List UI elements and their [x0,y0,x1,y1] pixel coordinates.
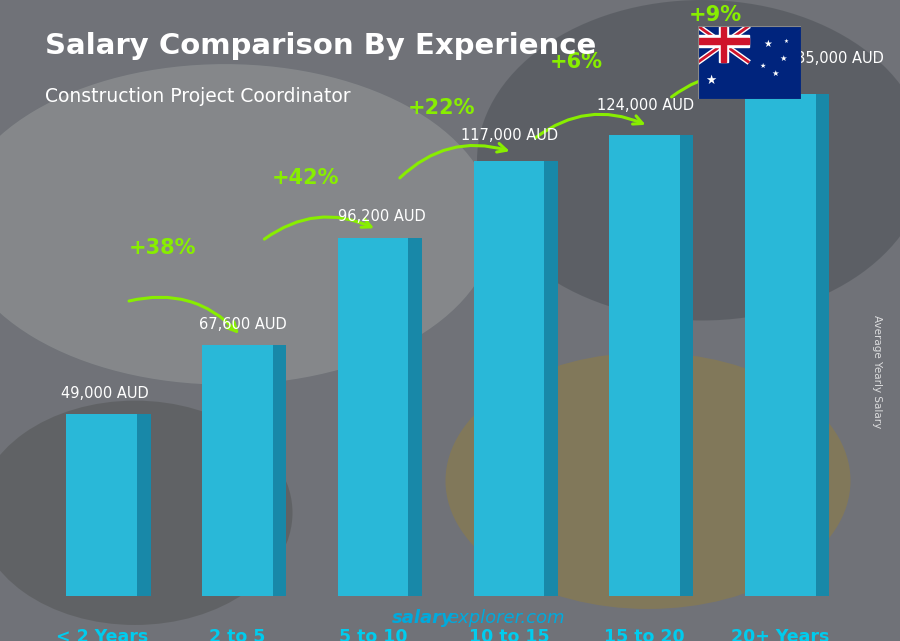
FancyBboxPatch shape [67,413,137,596]
Text: ★: ★ [705,74,716,87]
FancyBboxPatch shape [473,161,544,596]
Text: +38%: +38% [129,238,196,258]
Polygon shape [544,161,558,596]
Text: < 2 Years: < 2 Years [56,628,148,641]
Text: 124,000 AUD: 124,000 AUD [597,97,694,113]
Text: +6%: +6% [550,52,603,72]
FancyArrowPatch shape [400,144,507,178]
FancyBboxPatch shape [745,94,815,596]
Text: ★: ★ [784,39,789,44]
Text: +22%: +22% [408,98,475,119]
Text: +42%: +42% [272,168,339,188]
Polygon shape [409,238,422,596]
Polygon shape [680,135,694,596]
Polygon shape [273,344,286,596]
Bar [719,26,727,62]
Text: explorer.com: explorer.com [447,609,565,627]
Text: Average Yearly Salary: Average Yearly Salary [871,315,882,428]
Text: 20+ Years: 20+ Years [731,628,830,641]
Bar [721,26,725,62]
Text: 10 to 15: 10 to 15 [469,628,549,641]
FancyArrowPatch shape [671,74,778,97]
FancyBboxPatch shape [338,238,409,596]
Text: salary: salary [392,609,454,627]
Text: Salary Comparison By Experience: Salary Comparison By Experience [45,32,596,60]
FancyArrowPatch shape [536,114,643,138]
Polygon shape [137,413,150,596]
Text: 49,000 AUD: 49,000 AUD [61,386,148,401]
Text: 2 to 5: 2 to 5 [209,628,266,641]
Text: 117,000 AUD: 117,000 AUD [462,128,559,144]
Bar [698,38,749,44]
Text: ★: ★ [759,63,765,69]
Text: 67,600 AUD: 67,600 AUD [200,317,287,332]
FancyBboxPatch shape [202,344,273,596]
Text: Construction Project Coordinator: Construction Project Coordinator [45,87,351,106]
Bar [698,35,749,47]
FancyArrowPatch shape [265,217,371,239]
Polygon shape [815,94,829,596]
Text: ★: ★ [763,39,771,49]
Text: +9%: +9% [688,5,742,25]
Text: 5 to 10: 5 to 10 [339,628,408,641]
Text: 96,200 AUD: 96,200 AUD [338,209,426,224]
FancyArrowPatch shape [129,297,237,331]
FancyBboxPatch shape [609,135,680,596]
Text: ★: ★ [779,54,787,63]
Text: ★: ★ [771,69,778,78]
Text: 15 to 20: 15 to 20 [604,628,685,641]
Text: 135,000 AUD: 135,000 AUD [788,51,884,66]
